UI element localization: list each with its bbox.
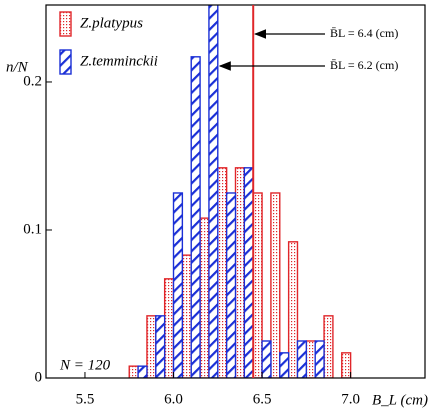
x-tick-label: 6.5	[253, 391, 272, 407]
bar	[323, 315, 334, 378]
bar	[163, 278, 175, 378]
legend-label: Z.platypus	[80, 15, 143, 31]
x-axis-label: B_L (cm)	[372, 392, 428, 408]
bar	[305, 340, 316, 378]
bar	[243, 167, 254, 378]
x-tick-label: 7.0	[341, 391, 360, 407]
legend-swatch	[59, 11, 72, 37]
annotation: N = 120	[59, 357, 111, 373]
y-axis-label: n/N	[6, 59, 29, 75]
plot-area	[128, 5, 352, 378]
legend-swatch	[59, 49, 72, 75]
bar	[225, 192, 237, 378]
bar	[217, 167, 228, 378]
annotation: B̄L = 6.4 (cm)	[330, 26, 398, 40]
bar	[261, 340, 272, 378]
y-tick-label: 0.1	[23, 221, 42, 237]
bar	[137, 365, 148, 378]
y-tick-label: 0.2	[23, 73, 42, 89]
bar	[181, 254, 192, 378]
bar	[287, 241, 299, 378]
bar	[270, 192, 281, 378]
x-tick-label: 6.0	[164, 391, 183, 407]
y-tick-label: 0	[35, 369, 43, 385]
bar	[314, 340, 325, 378]
legend-label: Z.temminckii	[80, 53, 158, 69]
bar	[155, 315, 166, 378]
bar	[252, 192, 263, 378]
x-tick-label: 5.5	[76, 391, 95, 407]
bar	[172, 192, 184, 378]
bar	[341, 352, 352, 378]
bar	[146, 315, 157, 378]
bar	[190, 56, 201, 378]
bar	[208, 5, 219, 378]
bar	[128, 365, 139, 378]
frame	[45, 4, 426, 379]
bar	[296, 340, 308, 378]
bar	[279, 352, 290, 378]
bar	[199, 217, 210, 378]
bar	[234, 167, 246, 378]
annotation: B̄L = 6.2 (cm)	[330, 58, 398, 72]
